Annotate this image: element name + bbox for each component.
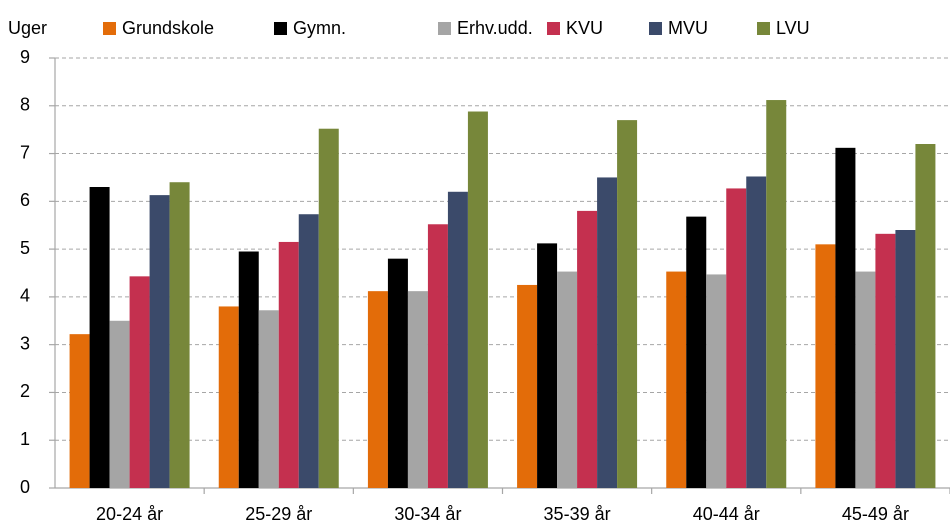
bar — [915, 144, 936, 488]
legend-label: LVU — [776, 18, 810, 38]
legend-swatch — [547, 22, 560, 35]
bar — [407, 291, 428, 488]
bar — [387, 258, 408, 488]
bar — [278, 241, 299, 488]
legend-swatch — [757, 22, 770, 35]
bar — [597, 177, 618, 488]
bar — [855, 271, 876, 488]
y-tick-label: 5 — [20, 238, 30, 258]
y-tick-label: 4 — [20, 286, 30, 306]
bar — [666, 271, 687, 488]
bar — [557, 271, 578, 488]
bar — [298, 214, 319, 488]
y-tick-label: 1 — [20, 429, 30, 449]
bar — [109, 320, 130, 488]
bar — [218, 306, 239, 488]
legend-swatch — [649, 22, 662, 35]
y-tick-label: 3 — [20, 333, 30, 353]
x-tick-label: 35-39 år — [544, 504, 611, 524]
bar — [875, 233, 896, 488]
bar — [89, 187, 110, 488]
bar — [427, 224, 448, 488]
bar — [149, 195, 170, 488]
legend-label: Grundskole — [122, 18, 214, 38]
y-tick-label: 6 — [20, 190, 30, 210]
x-tick-label: 25-29 år — [245, 504, 312, 524]
bar — [746, 176, 767, 488]
legend-swatch — [438, 22, 451, 35]
bar — [238, 251, 259, 488]
legend-label: Erhv.udd. — [457, 18, 533, 38]
bar — [517, 284, 538, 488]
y-tick-label: 9 — [20, 47, 30, 67]
bar — [447, 191, 468, 488]
x-tick-label: 30-34 år — [394, 504, 461, 524]
bar — [617, 120, 638, 488]
y-axis-label: Uger — [8, 18, 47, 38]
y-tick-label: 7 — [20, 142, 30, 162]
legend-swatch — [274, 22, 287, 35]
y-tick-label: 2 — [20, 381, 30, 401]
bar — [537, 243, 558, 488]
legend-label: Gymn. — [293, 18, 346, 38]
bar — [815, 244, 836, 488]
bar — [467, 111, 488, 488]
bar — [835, 147, 856, 489]
x-tick-label: 45-49 år — [842, 504, 909, 524]
bar — [726, 188, 747, 488]
bar — [258, 310, 279, 488]
bar — [895, 230, 916, 488]
bar — [577, 210, 598, 488]
bar — [69, 334, 90, 488]
x-tick-label: 40-44 år — [693, 504, 760, 524]
bar — [686, 216, 707, 488]
legend-label: KVU — [566, 18, 603, 38]
y-tick-label: 8 — [20, 95, 30, 115]
bar — [318, 128, 339, 488]
legend-label: MVU — [668, 18, 708, 38]
x-tick-label: 20-24 år — [96, 504, 163, 524]
bar — [706, 274, 727, 488]
bar — [367, 291, 388, 488]
legend-swatch — [103, 22, 116, 35]
bar — [129, 276, 150, 488]
bar — [169, 182, 190, 488]
bar — [766, 100, 787, 489]
y-tick-label: 0 — [20, 477, 30, 497]
